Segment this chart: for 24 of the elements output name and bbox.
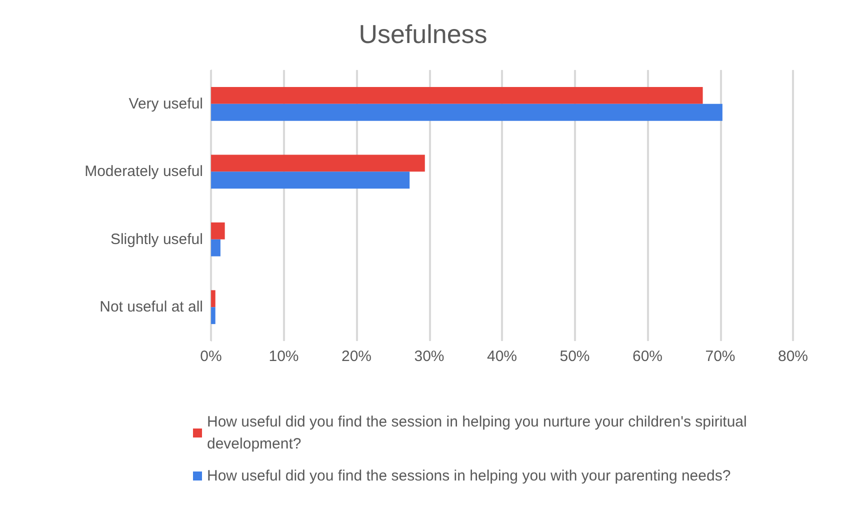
- x-tick-label: 40%: [486, 348, 518, 365]
- chart-title: Usefulness: [358, 19, 488, 49]
- x-tick-label: 80%: [778, 348, 808, 365]
- x-tick-label: 60%: [632, 348, 663, 365]
- bar: [211, 239, 220, 256]
- x-tick-label: 0%: [200, 348, 222, 365]
- y-tick-label: Very useful: [128, 95, 203, 112]
- bar: [211, 104, 722, 121]
- y-tick-label: Slightly useful: [110, 230, 203, 248]
- legend-label: How useful did you find the session in helping you nurture your children's spiritual development?: [207, 414, 751, 452]
- bar: [211, 172, 410, 189]
- bar: [211, 307, 216, 324]
- x-tick-label: 70%: [705, 348, 736, 365]
- bar: [211, 222, 225, 240]
- bar: [211, 154, 425, 172]
- y-tick-label: Not useful at all: [100, 298, 203, 316]
- x-tick-label: 20%: [341, 348, 372, 365]
- x-tick-label: 30%: [414, 348, 444, 365]
- x-tick-label: 10%: [268, 348, 299, 365]
- bar: [211, 86, 703, 104]
- legend-label: How useful did you find the sessions in helping you with your parenting needs?: [207, 468, 731, 484]
- x-tick-label: 50%: [560, 348, 590, 365]
- y-tick-label: Moderately useful: [84, 163, 203, 180]
- bar: [211, 290, 216, 308]
